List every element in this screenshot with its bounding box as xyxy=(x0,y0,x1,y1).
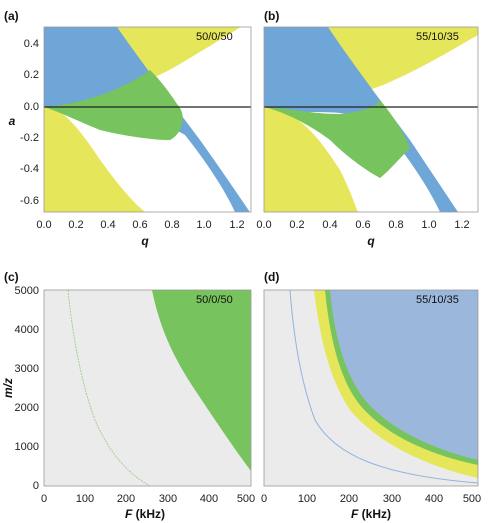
panel-b: (b) 55/10/35 0.0 0.2 0.4 0.6 0.8 1.0 1.2… xyxy=(256,9,479,248)
panel-b-xticks: 0.0 0.2 0.4 0.6 0.8 1.0 1.2 xyxy=(256,219,469,231)
panel-d-composition: 55/10/35 xyxy=(416,294,459,306)
panel-d-xlabel: F (kHz) xyxy=(351,507,391,521)
panel-d-xticks: 0 100 200 300 400 500 xyxy=(261,493,481,505)
panel-d-frame xyxy=(263,289,479,487)
y-tick-label: 0.4 xyxy=(24,38,39,50)
x-tick-label: 1.0 xyxy=(196,219,211,231)
panel-d-stability-line xyxy=(289,290,478,484)
panel-a-yticks: 0.4 0.2 0.0 -0.2 -0.4 -0.6 xyxy=(20,38,39,207)
panel-a-green-region xyxy=(44,70,183,140)
panel-c: (c) 50/0/50 5000 4000 3000 2000 1000 0 0… xyxy=(1,270,255,521)
panel-c-stable-region xyxy=(152,290,251,471)
y-tick-label: -0.6 xyxy=(20,195,39,207)
x-tick-label: 0.2 xyxy=(289,219,304,231)
panel-a-label: (a) xyxy=(4,9,19,23)
panel-a: (a) 50/0/50 0.4 0.2 0.0 -0.2 -0.4 -0.6 0… xyxy=(4,9,252,248)
x-tick-label: 100 xyxy=(298,493,316,505)
x-tick-label: 0 xyxy=(261,493,267,505)
y-tick-label: 0.2 xyxy=(24,69,39,81)
x-tick-label: 200 xyxy=(117,493,135,505)
y-tick-label: -0.2 xyxy=(20,132,39,144)
panel-c-xticks: 0 100 200 300 400 500 xyxy=(41,493,255,505)
x-tick-label: 0.6 xyxy=(355,219,370,231)
y-tick-label: -0.4 xyxy=(20,163,39,175)
x-tick-label: 300 xyxy=(383,493,401,505)
y-tick-label: 5000 xyxy=(15,285,39,297)
x-tick-label: 1.2 xyxy=(454,219,469,231)
x-tick-label: 1.2 xyxy=(229,219,244,231)
panel-d-label: (d) xyxy=(264,270,279,284)
x-tick-label: 400 xyxy=(425,493,443,505)
y-tick-label: 4000 xyxy=(15,324,39,336)
panel-b-label: (b) xyxy=(264,9,279,23)
panel-c-ylabel: m/z xyxy=(1,378,15,398)
panel-c-label: (c) xyxy=(4,270,19,284)
panel-a-xticks: 0.0 0.2 0.4 0.6 0.8 1.0 1.2 xyxy=(36,219,244,231)
y-tick-label: 3000 xyxy=(15,363,39,375)
panel-d: (d) 55/10/35 0 100 200 300 400 500 F (kH… xyxy=(261,270,481,521)
panel-b-frame xyxy=(263,26,479,213)
panel-c-yticks: 5000 4000 3000 2000 1000 0 xyxy=(15,285,39,492)
y-tick-label: 0.0 xyxy=(24,101,39,113)
x-tick-label: 500 xyxy=(463,493,481,505)
x-tick-label: 400 xyxy=(200,493,218,505)
x-tick-label: 0 xyxy=(41,493,47,505)
x-tick-label: 200 xyxy=(340,493,358,505)
panel-b-blue-region xyxy=(264,27,458,212)
panel-a-frame xyxy=(43,26,252,213)
x-tick-label: 0.0 xyxy=(36,219,51,231)
x-tick-label: 0.8 xyxy=(388,219,403,231)
panel-d-blue-region xyxy=(330,290,478,460)
panel-b-composition: 55/10/35 xyxy=(416,31,459,43)
y-tick-label: 0 xyxy=(33,480,39,492)
x-tick-label: 1.0 xyxy=(421,219,436,231)
y-tick-label: 1000 xyxy=(15,441,39,453)
panel-c-composition: 50/0/50 xyxy=(196,294,233,306)
x-tick-label: 500 xyxy=(237,493,255,505)
x-tick-label: 0.4 xyxy=(100,219,115,231)
panel-b-xlabel: q xyxy=(367,234,375,248)
panel-a-xlabel: q xyxy=(141,234,149,248)
panel-b-green-region xyxy=(264,100,410,178)
panel-a-ylabel: a xyxy=(9,114,16,128)
x-tick-label: 0.6 xyxy=(132,219,147,231)
x-tick-label: 300 xyxy=(159,493,177,505)
panel-c-xlabel: F (kHz) xyxy=(125,507,165,521)
x-tick-label: 0.0 xyxy=(256,219,271,231)
x-tick-label: 0.4 xyxy=(322,219,337,231)
y-tick-label: 2000 xyxy=(15,402,39,414)
panel-a-composition: 50/0/50 xyxy=(196,31,233,43)
panel-c-stability-line xyxy=(67,290,151,486)
x-tick-label: 0.2 xyxy=(68,219,83,231)
panel-c-frame xyxy=(43,289,252,487)
x-tick-label: 0.8 xyxy=(164,219,179,231)
x-tick-label: 100 xyxy=(76,493,94,505)
